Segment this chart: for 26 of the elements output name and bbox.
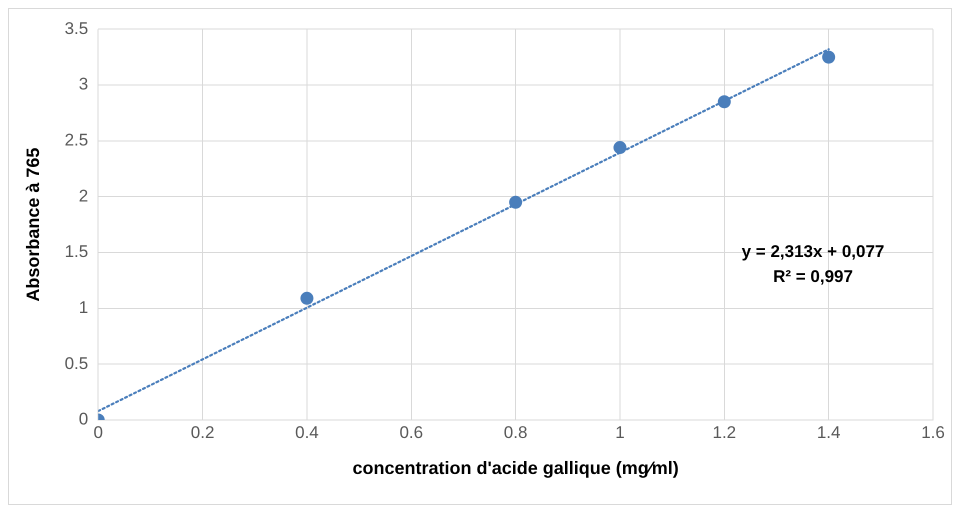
point (822, 50, 836, 64)
y-tick-label: 0.5 (64, 354, 88, 373)
y-tick-label: 1.5 (64, 242, 88, 262)
point (509, 196, 522, 209)
annotation: y = 2,313x + 0,077 (742, 242, 884, 262)
y-axis-title: Absorbance à 765 (22, 148, 43, 302)
x-tick-label: 1.2 (712, 422, 736, 442)
annotation: R² = 0,997 (773, 267, 853, 286)
x-tick-label: 0.6 (399, 422, 424, 442)
point (300, 292, 314, 305)
x-axis-title: concentration d'acide gallique (mg⁄ml) (352, 458, 679, 478)
x-tick-label: 1.6 (921, 422, 945, 442)
point (613, 141, 626, 154)
y-tick-label: 3 (78, 74, 88, 94)
x-tick-label: 0.2 (190, 422, 214, 442)
x-tick-label: 1.4 (816, 422, 840, 442)
x-tick-label: 0 (94, 422, 103, 442)
y-tick-label: 1 (78, 298, 88, 318)
point (718, 95, 731, 108)
y-tick-label: 2 (78, 186, 88, 206)
y-tick-label: 0 (78, 410, 88, 429)
x-tick-label: 0.4 (295, 422, 319, 442)
x-tick-label: 0.8 (504, 422, 528, 442)
y-tick-label: 2.5 (64, 130, 88, 150)
y-tick-label: 3.5 (64, 18, 88, 38)
x-tick-label: 1 (615, 422, 625, 442)
